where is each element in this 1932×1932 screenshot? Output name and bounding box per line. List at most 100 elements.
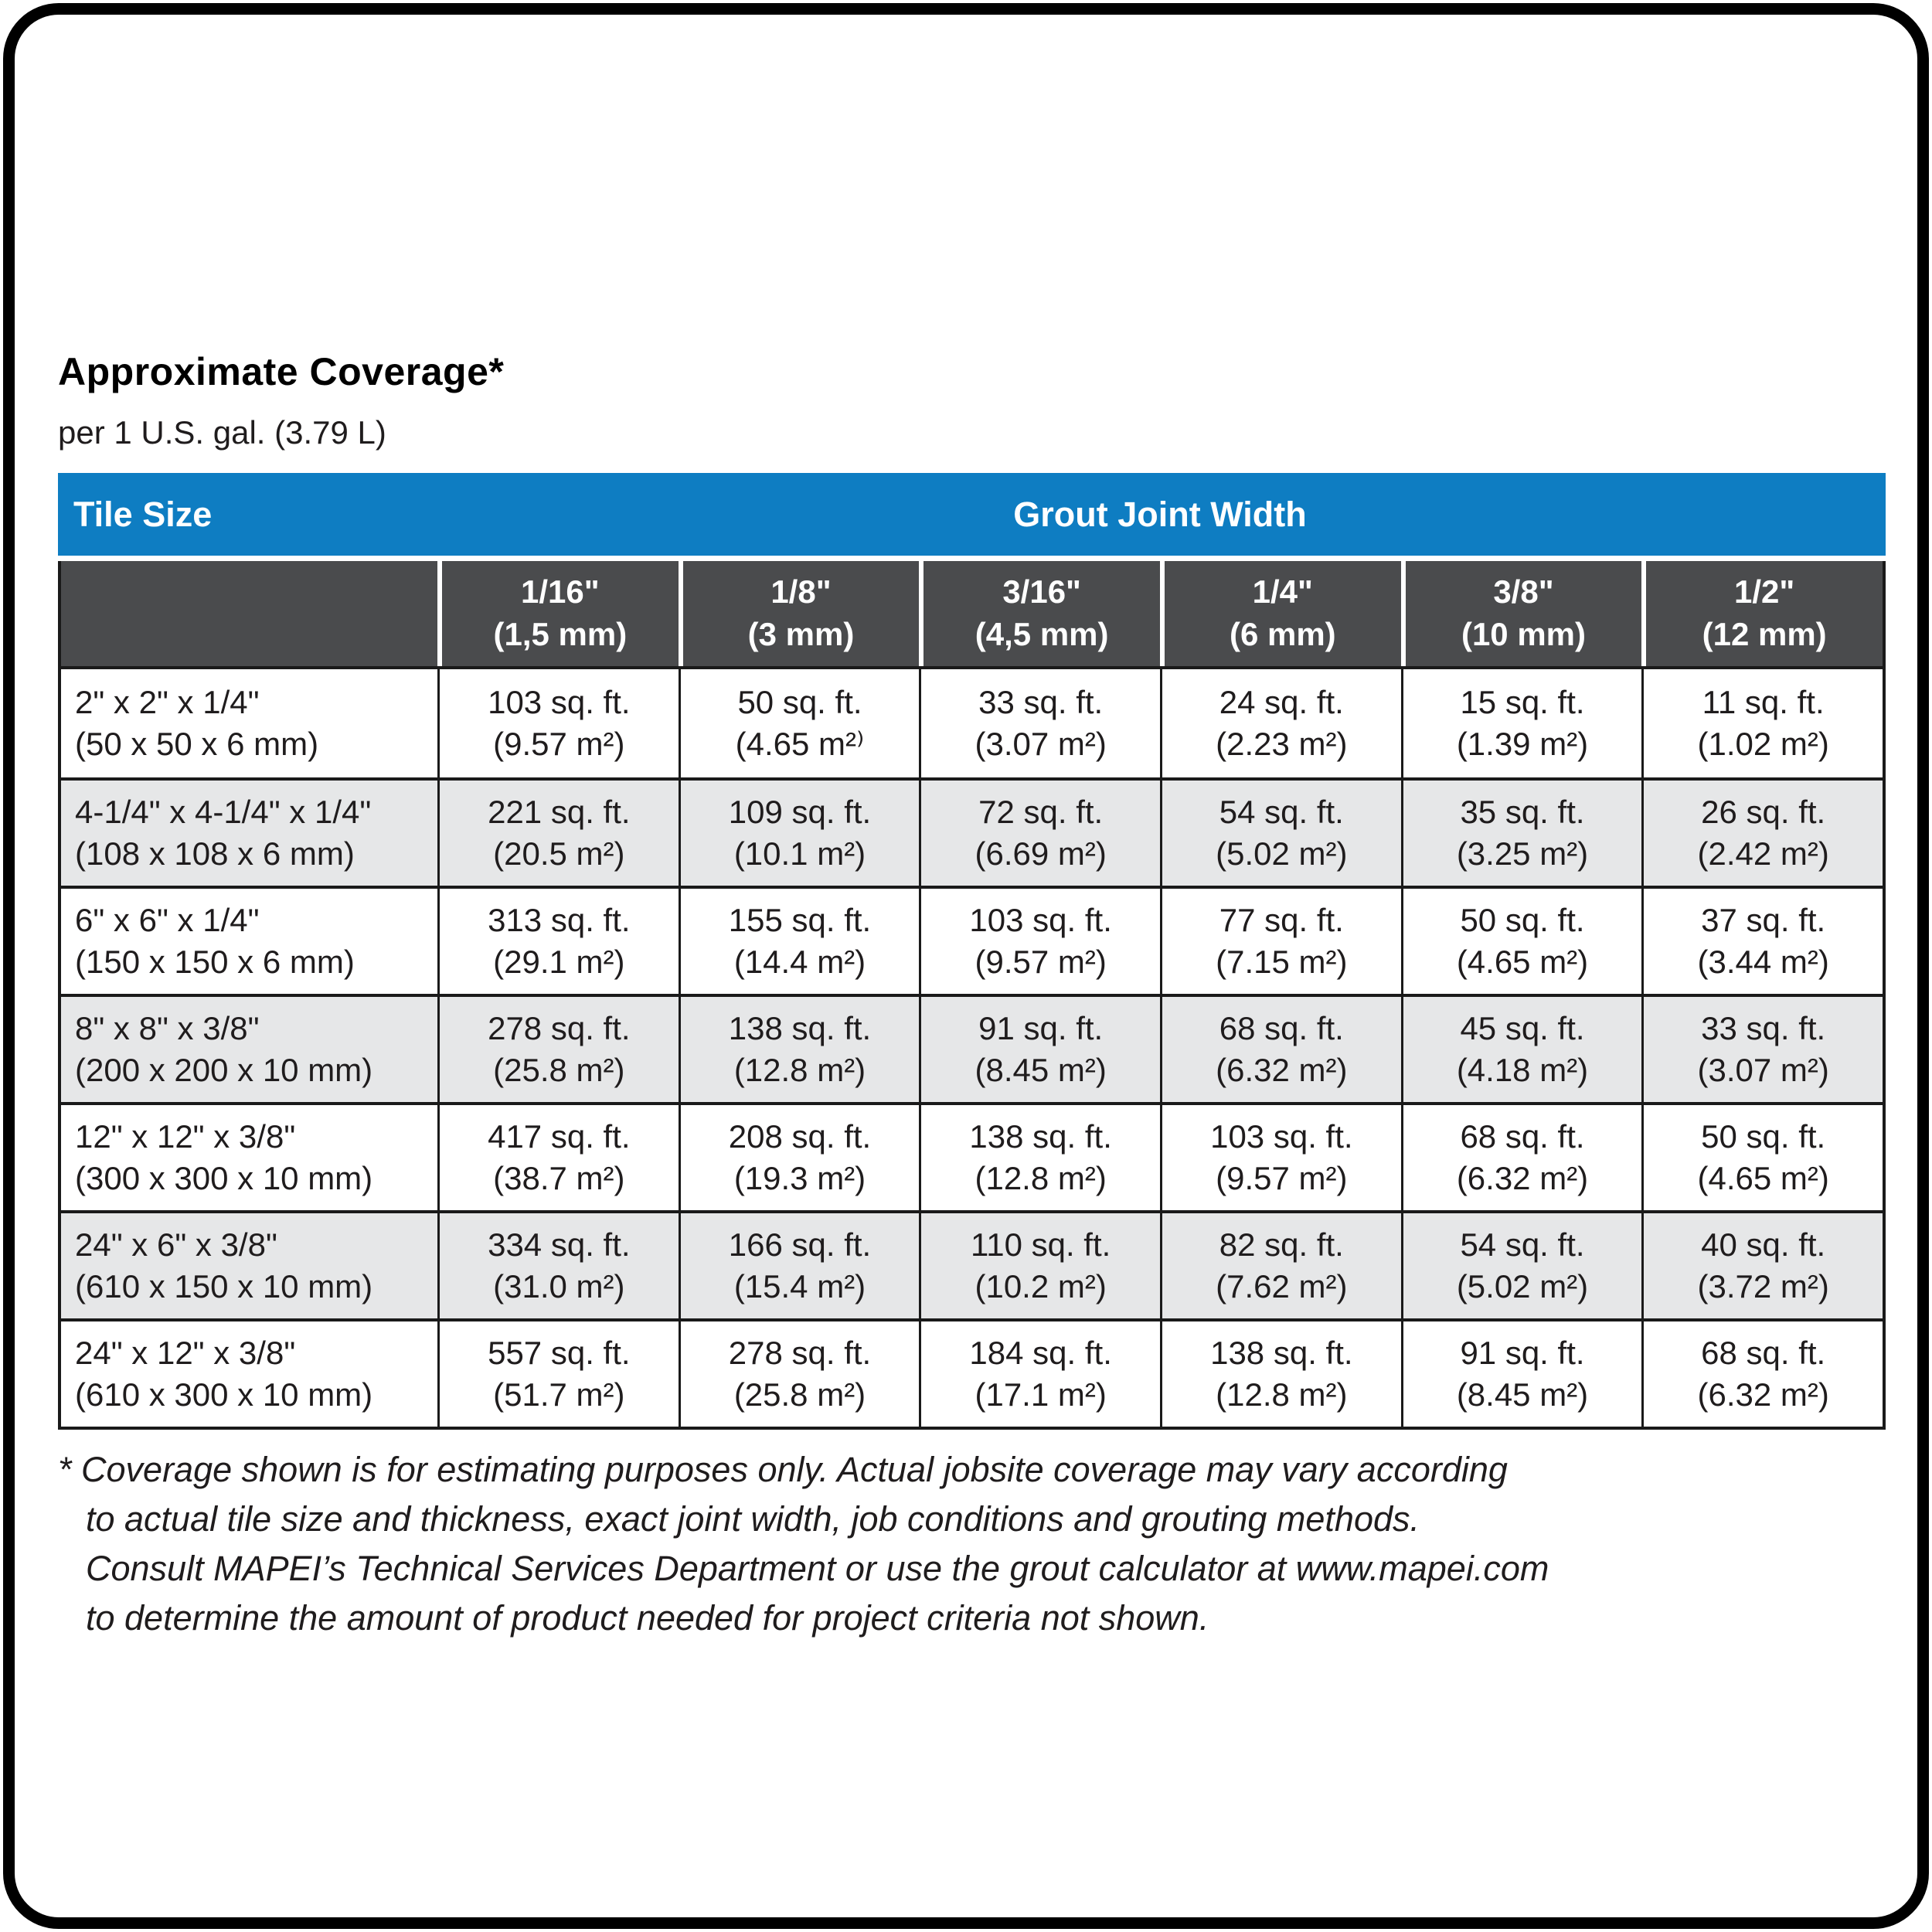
coverage-m2: (8.45 m²) [1456, 1376, 1589, 1413]
coverage-sqft: 109 sq. ft. [728, 794, 872, 831]
coverage-sqft: 103 sq. ft. [969, 902, 1112, 939]
subheader-corner-cell [61, 561, 437, 666]
joint-width-header-cell: 3/16" (4,5 mm) [919, 561, 1160, 666]
coverage-sqft: 208 sq. ft. [728, 1118, 872, 1155]
coverage-cell: 103 sq. ft. (9.57 m²) [1159, 1105, 1401, 1210]
coverage-m2: (12.8 m²) [733, 1052, 866, 1088]
coverage-cell: 50 sq. ft. (4.65 m²⁾ [678, 669, 920, 777]
coverage-sqft: 54 sq. ft. [1460, 1226, 1585, 1264]
coverage-cell: 33 sq. ft. (3.07 m²) [919, 669, 1160, 777]
table-body-section: 1/16" (1,5 mm) 1/8" (3 mm) 3/16" (4,5 mm… [58, 561, 1886, 1430]
coverage-cell: 557 sq. ft. (51.7 m²) [437, 1321, 679, 1427]
coverage-cell: 40 sq. ft. (3.72 m²) [1641, 1213, 1883, 1318]
tile-size-cell: 8" x 8" x 3/8" (200 x 200 x 10 mm) [61, 997, 437, 1102]
table-body: 2" x 2" x 1/4" (50 x 50 x 6 mm) 103 sq. … [61, 669, 1883, 1427]
tile-size-imperial: 4-1/4" x 4-1/4" x 1/4" [75, 794, 372, 831]
coverage-section: Approximate Coverage* per 1 U.S. gal. (3… [58, 350, 1886, 1638]
coverage-m2: (17.1 m²) [975, 1376, 1107, 1413]
coverage-m2: (4.65 m²) [1697, 1160, 1829, 1196]
coverage-sqft: 68 sq. ft. [1460, 1118, 1585, 1155]
coverage-cell: 77 sq. ft. (7.15 m²) [1159, 889, 1401, 994]
coverage-m2: (3.07 m²) [975, 726, 1107, 762]
footnote-line: to actual tile size and thickness, exact… [86, 1498, 1420, 1539]
coverage-sqft: 557 sq. ft. [488, 1335, 631, 1372]
coverage-sqft: 334 sq. ft. [488, 1226, 631, 1264]
coverage-cell: 103 sq. ft. (9.57 m²) [437, 669, 679, 777]
coverage-m2: (9.57 m²) [493, 726, 625, 762]
coverage-m2: (10.2 m²) [975, 1268, 1107, 1304]
coverage-m2: (19.3 m²) [733, 1160, 866, 1196]
coverage-sqft: 77 sq. ft. [1219, 902, 1344, 939]
table-header-row: Tile Size Grout Joint Width [58, 473, 1886, 556]
joint-width-metric: (1,5 mm) [493, 616, 628, 652]
coverage-sqft: 50 sq. ft. [1460, 902, 1585, 939]
coverage-m2: (6.69 m²) [975, 835, 1107, 872]
joint-width-imperial: 1/8" [770, 573, 832, 611]
coverage-cell: 72 sq. ft. (6.69 m²) [919, 781, 1160, 886]
coverage-sqft: 37 sq. ft. [1701, 902, 1826, 939]
coverage-sqft: 40 sq. ft. [1701, 1226, 1826, 1264]
coverage-sqft: 45 sq. ft. [1460, 1010, 1585, 1047]
coverage-cell: 91 sq. ft. (8.45 m²) [919, 997, 1160, 1102]
coverage-sqft: 33 sq. ft. [978, 684, 1104, 721]
coverage-cell: 50 sq. ft. (4.65 m²) [1641, 1105, 1883, 1210]
joint-width-metric: (12 mm) [1702, 616, 1827, 652]
coverage-m2: (6.32 m²) [1216, 1052, 1348, 1088]
coverage-m2: (14.4 m²) [733, 944, 866, 980]
table-row: 12" x 12" x 3/8" (300 x 300 x 10 mm) 417… [61, 1102, 1883, 1210]
coverage-sqft: 35 sq. ft. [1460, 794, 1585, 831]
coverage-m2: (3.72 m²) [1697, 1268, 1829, 1304]
coverage-sqft: 155 sq. ft. [728, 902, 872, 939]
coverage-cell: 91 sq. ft. (8.45 m²) [1400, 1321, 1642, 1427]
coverage-m2: (5.02 m²) [1216, 835, 1348, 872]
grout-joint-width-header: Grout Joint Width [1013, 494, 1307, 534]
tile-size-metric: (50 x 50 x 6 mm) [75, 726, 319, 762]
coverage-sqft: 278 sq. ft. [728, 1335, 872, 1372]
coverage-sqft: 138 sq. ft. [1210, 1335, 1353, 1372]
tile-size-cell: 4-1/4" x 4-1/4" x 1/4" (108 x 108 x 6 mm… [61, 781, 437, 886]
coverage-m2: (4.65 m²) [1456, 944, 1589, 980]
coverage-cell: 208 sq. ft. (19.3 m²) [678, 1105, 920, 1210]
coverage-table: Tile Size Grout Joint Width 1/16" (1,5 m… [58, 473, 1886, 1430]
coverage-m2: (31.0 m²) [493, 1268, 625, 1304]
tile-size-cell: 2" x 2" x 1/4" (50 x 50 x 6 mm) [61, 669, 437, 777]
coverage-cell: 33 sq. ft. (3.07 m²) [1641, 997, 1883, 1102]
tile-size-metric: (610 x 150 x 10 mm) [75, 1268, 373, 1304]
coverage-m2: (4.18 m²) [1456, 1052, 1589, 1088]
coverage-m2: (7.15 m²) [1216, 944, 1348, 980]
joint-width-imperial: 3/16" [1002, 573, 1081, 611]
coverage-sqft: 82 sq. ft. [1219, 1226, 1344, 1264]
joint-width-metric: (3 mm) [747, 616, 855, 652]
tile-size-imperial: 8" x 8" x 3/8" [75, 1010, 260, 1047]
coverage-cell: 138 sq. ft. (12.8 m²) [1159, 1321, 1401, 1427]
coverage-m2: (6.32 m²) [1697, 1376, 1829, 1413]
table-row: 6" x 6" x 1/4" (150 x 150 x 6 mm) 313 sq… [61, 886, 1883, 994]
coverage-cell: 50 sq. ft. (4.65 m²) [1400, 889, 1642, 994]
joint-width-imperial: 1/16" [520, 573, 600, 611]
coverage-sqft: 50 sq. ft. [1701, 1118, 1826, 1155]
coverage-sqft: 68 sq. ft. [1219, 1010, 1344, 1047]
coverage-sqft: 26 sq. ft. [1701, 794, 1826, 831]
coverage-sqft: 166 sq. ft. [728, 1226, 872, 1264]
coverage-cell: 82 sq. ft. (7.62 m²) [1159, 1213, 1401, 1318]
footnote-line: to determine the amount of product neede… [86, 1597, 1209, 1638]
tile-size-cell: 24" x 12" x 3/8" (610 x 300 x 10 mm) [61, 1321, 437, 1427]
coverage-m2: (29.1 m²) [493, 944, 625, 980]
joint-width-imperial: 3/8" [1493, 573, 1554, 611]
coverage-m2: (2.23 m²) [1216, 726, 1348, 762]
coverage-cell: 68 sq. ft. (6.32 m²) [1400, 1105, 1642, 1210]
coverage-sqft: 54 sq. ft. [1219, 794, 1344, 831]
coverage-m2: (51.7 m²) [493, 1376, 625, 1413]
coverage-cell: 11 sq. ft. (1.02 m²) [1641, 669, 1883, 777]
tile-size-imperial: 24" x 12" x 3/8" [75, 1335, 296, 1372]
coverage-cell: 278 sq. ft. (25.8 m²) [678, 1321, 920, 1427]
tile-size-imperial: 6" x 6" x 1/4" [75, 902, 260, 939]
coverage-cell: 138 sq. ft. (12.8 m²) [678, 997, 920, 1102]
coverage-cell: 37 sq. ft. (3.44 m²) [1641, 889, 1883, 994]
coverage-sqft: 138 sq. ft. [728, 1010, 872, 1047]
coverage-cell: 35 sq. ft. (3.25 m²) [1400, 781, 1642, 886]
coverage-cell: 54 sq. ft. (5.02 m²) [1159, 781, 1401, 886]
joint-width-header-cell: 1/4" (6 mm) [1159, 561, 1401, 666]
coverage-m2: (9.57 m²) [975, 944, 1107, 980]
joint-width-imperial: 1/2" [1734, 573, 1795, 611]
